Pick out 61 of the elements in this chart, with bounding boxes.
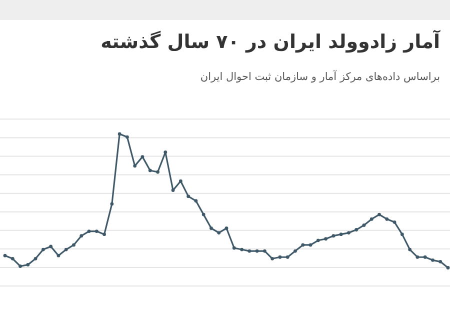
point: [286, 255, 290, 259]
point: [126, 135, 129, 139]
point: [316, 238, 320, 242]
point: [294, 249, 297, 253]
point: [392, 220, 396, 224]
point: [80, 234, 84, 238]
point: [178, 179, 182, 183]
chart-subtitle: براساس داده‌های مرکز آمار و سازمان ثبت احوال ایران: [200, 70, 440, 83]
point: [41, 248, 45, 252]
point: [240, 248, 244, 252]
point: [446, 266, 450, 270]
point: [102, 232, 106, 236]
point: [362, 224, 366, 227]
point: [94, 230, 98, 233]
point: [56, 254, 60, 258]
point: [400, 232, 404, 236]
point: [308, 243, 312, 247]
point: [378, 212, 381, 216]
point: [270, 256, 274, 260]
point: [72, 243, 76, 247]
point: [202, 212, 206, 216]
point: [438, 260, 442, 264]
point: [408, 248, 412, 252]
point: [262, 249, 266, 253]
point: [186, 194, 190, 198]
point: [278, 255, 282, 259]
point: [140, 155, 144, 158]
point: [171, 188, 175, 192]
point: [164, 150, 168, 154]
point: [347, 231, 350, 234]
point: [49, 244, 53, 248]
point: [133, 164, 137, 168]
point: [339, 232, 343, 236]
point: [194, 199, 198, 203]
point: [26, 263, 30, 266]
point: [217, 231, 221, 234]
point: [18, 264, 22, 268]
point: [248, 249, 252, 253]
point: [210, 226, 213, 230]
point: [148, 168, 152, 172]
point: [156, 170, 160, 174]
point: [232, 246, 236, 250]
point: [354, 228, 358, 232]
point: [118, 132, 122, 136]
point: [34, 256, 38, 260]
point: [370, 217, 374, 221]
point: [224, 226, 228, 230]
point: [416, 255, 420, 259]
point: [301, 243, 305, 247]
point: [423, 255, 427, 259]
chart-title: آمار زادوولد ایران در ۷۰ سال گذشته: [100, 29, 440, 53]
point: [87, 230, 91, 233]
point: [332, 234, 336, 238]
point: [10, 256, 14, 260]
point: [431, 258, 434, 262]
point: [255, 249, 259, 253]
point: [110, 202, 114, 206]
point: [385, 217, 389, 221]
point: [3, 254, 7, 258]
point: [324, 237, 328, 241]
point: [64, 248, 68, 252]
